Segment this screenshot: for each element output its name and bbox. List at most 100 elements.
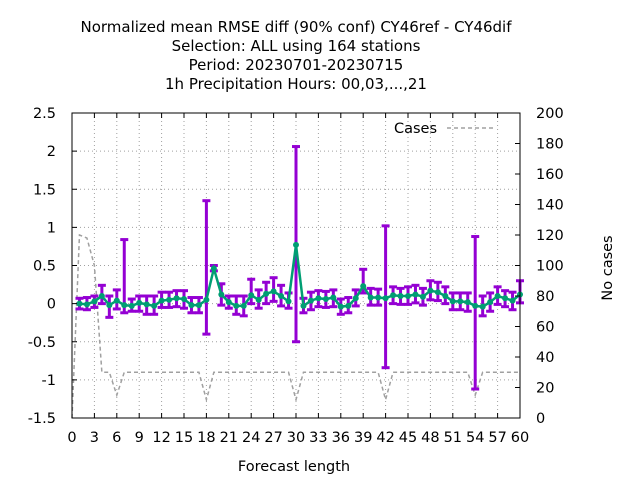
y2-tick-label: 20 bbox=[536, 381, 554, 397]
y-tick-label: 1 bbox=[47, 220, 56, 236]
mean-point bbox=[278, 293, 285, 299]
y2-tick-label: 60 bbox=[536, 320, 554, 336]
y2-tick-label: 140 bbox=[536, 198, 564, 214]
mean-point bbox=[412, 291, 419, 298]
mean-point bbox=[210, 265, 217, 272]
mean-point bbox=[405, 293, 411, 299]
x-tick-label: 45 bbox=[399, 430, 417, 446]
mean-point bbox=[494, 293, 501, 299]
x-tick-label: 24 bbox=[242, 430, 260, 446]
x-tick-label: 57 bbox=[488, 430, 506, 446]
y-tick-label: 1.5 bbox=[33, 182, 56, 198]
mean-point bbox=[233, 302, 240, 309]
y2-tick-label: 200 bbox=[536, 106, 564, 122]
mean-point bbox=[188, 302, 195, 309]
x-tick-label: 0 bbox=[67, 430, 76, 446]
errorbar bbox=[120, 238, 129, 315]
mean-point bbox=[248, 292, 255, 299]
x-tick-label: 30 bbox=[287, 430, 305, 446]
mean-point bbox=[345, 302, 352, 309]
mean-layer bbox=[76, 241, 523, 310]
x-tick-label: 9 bbox=[135, 430, 144, 446]
y2-tick-label: 160 bbox=[536, 167, 564, 183]
mean-point bbox=[442, 293, 449, 299]
mean-point bbox=[330, 294, 337, 301]
mean-point bbox=[397, 293, 404, 299]
x-tick-label: 51 bbox=[444, 430, 462, 446]
mean-point bbox=[143, 301, 150, 308]
y2-tick-label: 80 bbox=[536, 289, 554, 305]
errorbar bbox=[202, 199, 211, 336]
y-axis-right: 0 20 40 60 80 100 120 140 160 180 200 bbox=[515, 106, 564, 427]
mean-point bbox=[113, 297, 120, 304]
y-tick-label: -1.5 bbox=[28, 411, 56, 427]
mean-point bbox=[270, 288, 277, 295]
mean-point bbox=[166, 296, 173, 303]
x-tick-label: 6 bbox=[112, 430, 121, 446]
y-axis-left: -1.5 -1 -0.5 0 0.5 1 1.5 2 2.5 bbox=[28, 106, 77, 427]
mean-point bbox=[457, 298, 464, 305]
x-tick-label: 21 bbox=[220, 430, 238, 446]
mean-point bbox=[315, 295, 322, 302]
mean-point bbox=[203, 296, 210, 303]
title-line-1: Normalized mean RMSE diff (90% conf) CY4… bbox=[80, 18, 512, 36]
y-tick-label: -0.5 bbox=[28, 335, 56, 351]
mean-point bbox=[464, 299, 471, 306]
y-tick-label: -1 bbox=[42, 373, 56, 389]
mean-point bbox=[502, 295, 509, 302]
y-tick-label: 2.5 bbox=[33, 106, 56, 122]
mean-point bbox=[285, 298, 292, 305]
x-tick-label: 3 bbox=[90, 430, 99, 446]
x-tick-label: 12 bbox=[152, 430, 170, 446]
y2-tick-label: 0 bbox=[536, 411, 545, 427]
y-tick-label: 2 bbox=[47, 144, 56, 160]
title-line-4: 1h Precipitation Hours: 00,03,...,21 bbox=[165, 75, 427, 93]
y-tick-label: 0.5 bbox=[33, 259, 56, 275]
x-axis: 0 3 6 9 12 15 18 21 24 27 30 33 36 39 42 45 48 51 54 57 60 bbox=[67, 113, 529, 446]
mean-point bbox=[300, 302, 307, 309]
mean-point bbox=[121, 302, 128, 309]
mean-point bbox=[360, 283, 367, 290]
mean-point bbox=[173, 295, 180, 302]
mean-point bbox=[195, 302, 202, 309]
mean-point bbox=[375, 294, 382, 301]
legend: Cases bbox=[394, 121, 495, 137]
mean-point bbox=[293, 241, 299, 248]
x-tick-label: 42 bbox=[376, 430, 394, 446]
mean-point bbox=[106, 302, 113, 309]
mean-point bbox=[307, 297, 314, 304]
errorbar bbox=[247, 277, 256, 306]
mean-point bbox=[352, 295, 359, 302]
mean-point bbox=[76, 300, 83, 307]
cases-layer bbox=[71, 233, 520, 419]
x-axis-label: Forecast length bbox=[238, 459, 350, 475]
mean-point bbox=[449, 298, 456, 305]
mean-point bbox=[472, 302, 479, 309]
x-tick-label: 60 bbox=[511, 430, 529, 446]
mean-point bbox=[479, 303, 486, 310]
cases-line bbox=[71, 233, 520, 419]
mean-point bbox=[382, 295, 389, 302]
mean-point bbox=[225, 299, 232, 306]
mean-point bbox=[128, 302, 135, 309]
chart-title: Normalized mean RMSE diff (90% conf) CY4… bbox=[80, 18, 512, 93]
y-tick-label: 0 bbox=[47, 297, 56, 313]
y2-tick-label: 180 bbox=[536, 137, 564, 153]
mean-point bbox=[390, 292, 397, 299]
mean-point bbox=[151, 302, 158, 309]
x-tick-label: 27 bbox=[264, 430, 282, 446]
mean-point bbox=[487, 299, 494, 306]
mean-point bbox=[91, 298, 98, 305]
mean-point bbox=[337, 303, 344, 310]
mean-point bbox=[509, 297, 516, 304]
legend-label: Cases bbox=[394, 121, 437, 137]
y2-tick-label: 40 bbox=[536, 350, 554, 366]
x-tick-label: 18 bbox=[197, 430, 215, 446]
y2-tick-label: 120 bbox=[536, 228, 564, 244]
mean-point bbox=[98, 293, 105, 299]
mean-point bbox=[255, 296, 262, 303]
mean-point bbox=[367, 294, 374, 301]
y2-tick-label: 100 bbox=[536, 259, 564, 275]
x-tick-label: 36 bbox=[332, 430, 350, 446]
